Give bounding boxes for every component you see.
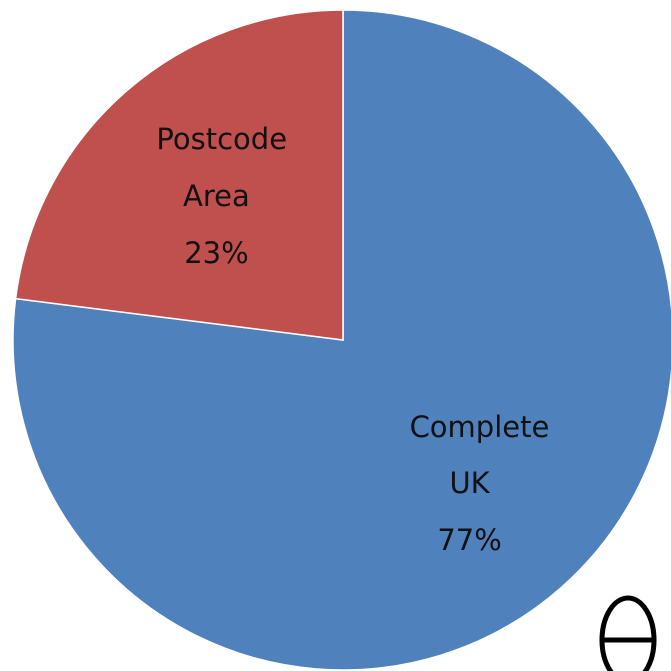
slice-label: Complete UK 77% — [395, 399, 550, 569]
value-label: 23% — [184, 235, 249, 270]
cropped-icon — [599, 595, 657, 671]
pie-slice — [14, 9, 344, 341]
category-label: Complete UK — [409, 409, 550, 501]
pie — [12, 9, 671, 671]
value-label: 77% — [437, 522, 502, 557]
category-label: Postcode Area — [156, 122, 288, 214]
slice-label: Postcode Area 23% — [141, 112, 291, 282]
